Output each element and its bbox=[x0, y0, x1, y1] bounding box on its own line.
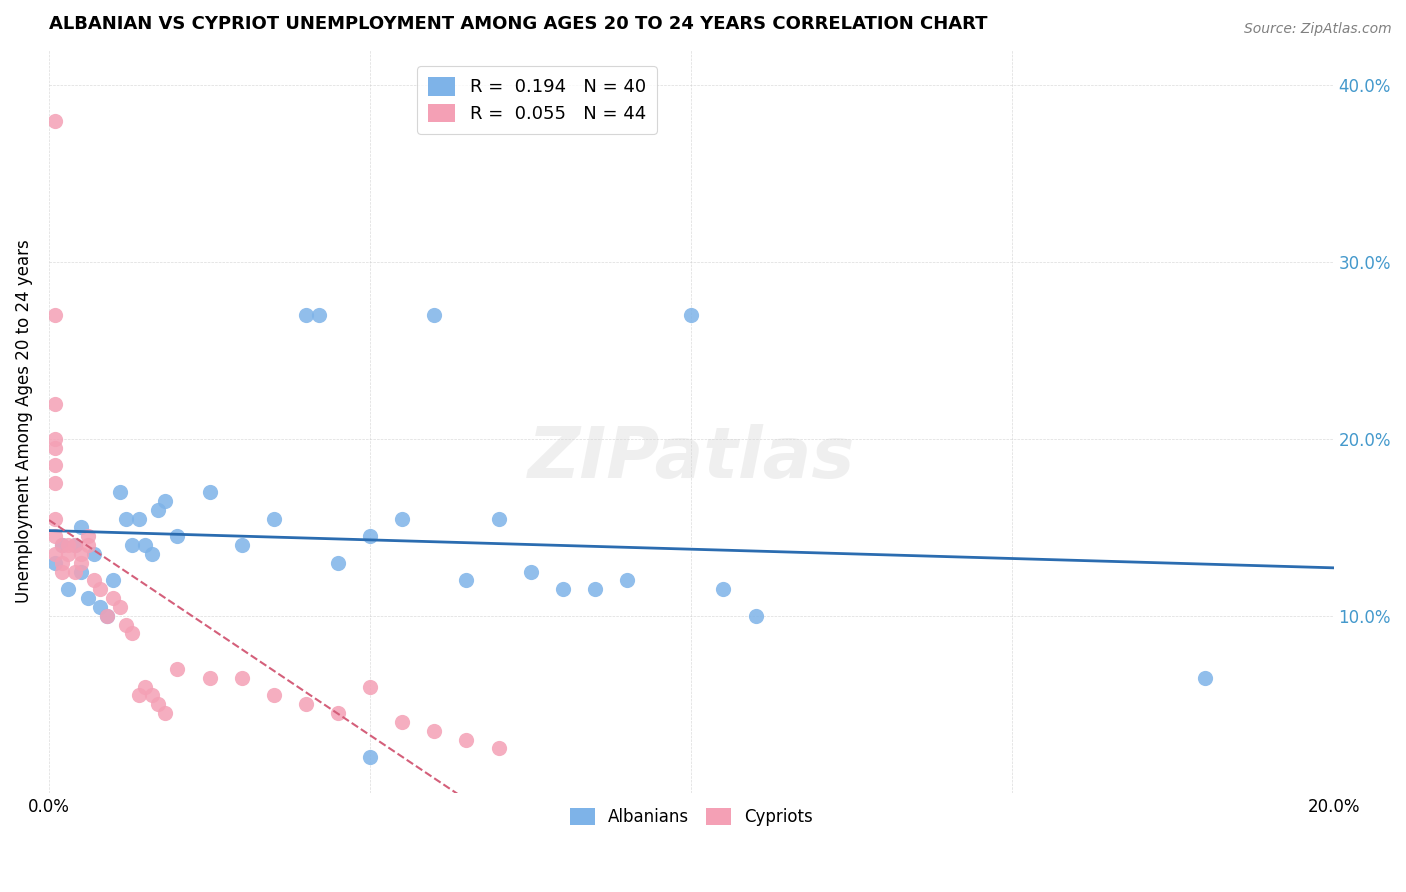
Point bbox=[359, 750, 381, 764]
Point bbox=[89, 582, 111, 597]
Point bbox=[146, 697, 169, 711]
Point bbox=[58, 538, 80, 552]
Point bbox=[263, 689, 285, 703]
Point bbox=[115, 617, 138, 632]
Point bbox=[231, 671, 253, 685]
Point bbox=[51, 538, 73, 552]
Point bbox=[231, 538, 253, 552]
Point bbox=[166, 662, 188, 676]
Text: Source: ZipAtlas.com: Source: ZipAtlas.com bbox=[1244, 22, 1392, 37]
Point bbox=[44, 556, 66, 570]
Point bbox=[103, 574, 125, 588]
Y-axis label: Unemployment Among Ages 20 to 24 years: Unemployment Among Ages 20 to 24 years bbox=[15, 239, 32, 603]
Point bbox=[44, 396, 66, 410]
Point bbox=[391, 511, 413, 525]
Point bbox=[103, 591, 125, 606]
Point bbox=[128, 511, 150, 525]
Text: ZIPatlas: ZIPatlas bbox=[527, 424, 855, 493]
Point bbox=[44, 529, 66, 543]
Point bbox=[295, 308, 318, 322]
Point bbox=[326, 706, 349, 720]
Point bbox=[166, 529, 188, 543]
Point bbox=[308, 308, 330, 322]
Point bbox=[456, 574, 478, 588]
Point bbox=[141, 547, 163, 561]
Point bbox=[128, 689, 150, 703]
Point bbox=[616, 574, 638, 588]
Point bbox=[153, 706, 176, 720]
Point bbox=[51, 538, 73, 552]
Point bbox=[488, 511, 510, 525]
Point bbox=[115, 511, 138, 525]
Point bbox=[141, 689, 163, 703]
Point bbox=[423, 308, 446, 322]
Point bbox=[70, 520, 93, 534]
Point bbox=[583, 582, 606, 597]
Point bbox=[76, 538, 98, 552]
Point bbox=[44, 308, 66, 322]
Point bbox=[423, 723, 446, 738]
Point bbox=[63, 565, 86, 579]
Point bbox=[58, 582, 80, 597]
Point bbox=[681, 308, 703, 322]
Point bbox=[198, 671, 221, 685]
Point bbox=[83, 547, 105, 561]
Point bbox=[121, 538, 143, 552]
Point bbox=[153, 493, 176, 508]
Point bbox=[713, 582, 735, 597]
Point bbox=[44, 476, 66, 491]
Point bbox=[44, 113, 66, 128]
Point bbox=[134, 538, 156, 552]
Point bbox=[44, 432, 66, 446]
Point bbox=[51, 565, 73, 579]
Point bbox=[70, 556, 93, 570]
Point bbox=[146, 502, 169, 516]
Point bbox=[456, 732, 478, 747]
Point bbox=[121, 626, 143, 640]
Point bbox=[391, 714, 413, 729]
Point bbox=[76, 591, 98, 606]
Point bbox=[63, 538, 86, 552]
Legend: Albanians, Cypriots: Albanians, Cypriots bbox=[560, 798, 823, 837]
Point bbox=[58, 547, 80, 561]
Point bbox=[51, 556, 73, 570]
Point bbox=[70, 565, 93, 579]
Point bbox=[108, 599, 131, 614]
Point bbox=[295, 697, 318, 711]
Point bbox=[359, 680, 381, 694]
Point bbox=[488, 741, 510, 756]
Point bbox=[134, 680, 156, 694]
Point bbox=[44, 458, 66, 473]
Point bbox=[263, 511, 285, 525]
Point bbox=[108, 485, 131, 500]
Point bbox=[96, 608, 118, 623]
Point bbox=[519, 565, 541, 579]
Point bbox=[44, 547, 66, 561]
Point bbox=[326, 556, 349, 570]
Point bbox=[744, 608, 766, 623]
Point bbox=[359, 529, 381, 543]
Point bbox=[44, 511, 66, 525]
Text: ALBANIAN VS CYPRIOT UNEMPLOYMENT AMONG AGES 20 TO 24 YEARS CORRELATION CHART: ALBANIAN VS CYPRIOT UNEMPLOYMENT AMONG A… bbox=[49, 15, 987, 33]
Point bbox=[96, 608, 118, 623]
Point bbox=[83, 574, 105, 588]
Point bbox=[1194, 671, 1216, 685]
Point bbox=[76, 529, 98, 543]
Point bbox=[89, 599, 111, 614]
Point bbox=[63, 538, 86, 552]
Point bbox=[551, 582, 574, 597]
Point bbox=[198, 485, 221, 500]
Point bbox=[70, 547, 93, 561]
Point bbox=[44, 441, 66, 455]
